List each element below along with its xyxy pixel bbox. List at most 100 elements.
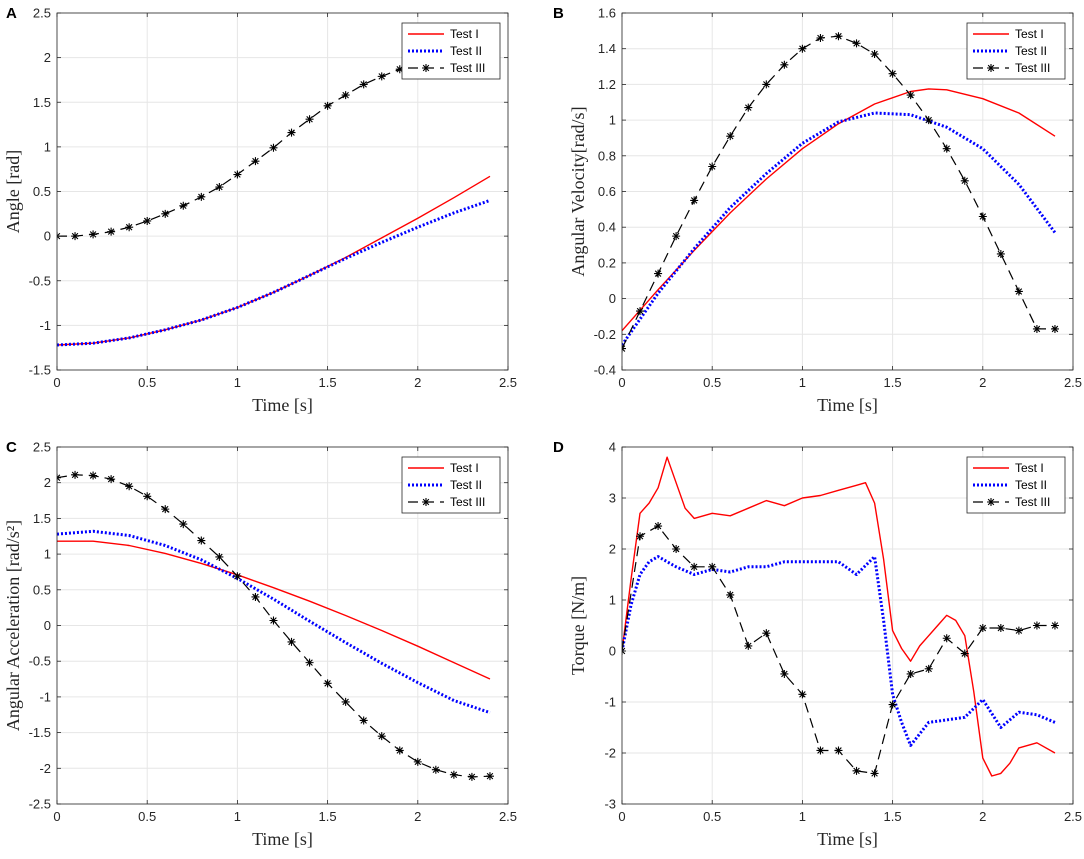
x-tick-label: 1 [799, 375, 806, 390]
data-point [924, 116, 933, 125]
x-tick-label: 1 [234, 809, 241, 824]
data-point [690, 196, 699, 205]
chart-panel-b: 0 0.5 1 1.5 2 2.5 -0.4 -0.2 0 0.2 0.4 0.6 0.8 1 1.2 1.4… [553, 5, 1082, 415]
y-tick-label: 0.6 [598, 184, 616, 199]
data-point [359, 80, 368, 89]
tick-group: 0 0.5 1 1.5 2 2.5 -0.4 -0.2 0 0.2 0.4 0.6 0.8 1 1.2 1.4… [594, 6, 1082, 391]
data-point [179, 201, 188, 210]
data-point [467, 772, 476, 781]
y-tick-label: 1 [609, 113, 616, 128]
legend-box [966, 22, 1066, 80]
data-point [269, 616, 278, 625]
data-point [798, 44, 807, 53]
legend-label: Test I [450, 461, 479, 475]
series-line [57, 198, 491, 347]
y-tick-label: -2 [604, 746, 616, 761]
data-point [269, 143, 278, 152]
data-point [323, 679, 332, 688]
series-line [622, 456, 1056, 777]
tick-group: 0 0.5 1 1.5 2 2.5 -3 -2 -1 0 1 2 3 4 [604, 440, 1082, 825]
series-test-iii [622, 522, 1059, 778]
y-tick-label: -1 [39, 318, 51, 333]
legend-box [966, 456, 1066, 514]
y-tick-label: 3 [609, 491, 616, 506]
data-point [996, 249, 1005, 258]
legend: Test I Test II Test III [401, 22, 501, 80]
series-test-iii [57, 65, 404, 241]
legend-label: Test II [450, 478, 482, 492]
data-point [377, 72, 386, 81]
y-tick-label: 0 [609, 291, 616, 306]
series-test-i [622, 88, 1056, 332]
y-tick-label: 1.2 [598, 77, 616, 92]
data-point [906, 669, 915, 678]
data-point [215, 552, 224, 561]
data-point [708, 562, 717, 571]
y-tick-label: 0.2 [598, 255, 616, 270]
y-tick-label: 1 [44, 547, 51, 562]
x-tick-label: 1 [799, 809, 806, 824]
x-axis-label: Time [s] [252, 829, 313, 849]
data-point [834, 32, 843, 41]
data-point [89, 230, 98, 239]
data-point [1032, 324, 1041, 333]
series-test-ii [57, 529, 491, 715]
y-tick-label: 1.4 [598, 41, 616, 56]
data-point [233, 572, 242, 581]
y-tick-label: -1.5 [29, 363, 51, 378]
data-point [89, 471, 98, 480]
data-point [179, 520, 188, 529]
data-point [107, 227, 116, 236]
x-tick-label: 1 [234, 375, 241, 390]
y-tick-label: 0.5 [33, 184, 51, 199]
data-point [690, 562, 699, 571]
data-point [834, 746, 843, 755]
legend-label: Test I [1015, 27, 1044, 41]
legend-marker [987, 498, 995, 506]
legend-label: Test I [1015, 461, 1044, 475]
data-point [978, 624, 987, 633]
y-tick-label: -1.5 [29, 725, 51, 740]
data-point [377, 732, 386, 741]
y-tick-label: -1 [604, 695, 616, 710]
legend: Test I Test II Test III [966, 456, 1066, 514]
chart-panel-d: 0 0.5 1 1.5 2 2.5 -3 -2 -1 0 1 2 3 4 Time [s] Torque [N… [553, 439, 1082, 849]
series-test-i [57, 540, 491, 680]
data-point [161, 505, 170, 514]
y-tick-label: -0.5 [29, 654, 51, 669]
series-test-ii [622, 111, 1057, 346]
x-tick-label: 0 [53, 375, 60, 390]
x-tick-label: 2 [414, 809, 421, 824]
panel-label: C [6, 439, 17, 456]
data-point [870, 50, 879, 59]
data-point [215, 183, 224, 192]
x-axis-label: Time [s] [817, 829, 878, 849]
y-tick-label: 4 [609, 440, 616, 455]
legend-box [401, 22, 501, 80]
legend: Test I Test II Test III [966, 22, 1066, 80]
data-point [672, 232, 681, 241]
legend-label: Test II [450, 44, 482, 58]
data-point [449, 770, 458, 779]
data-point [395, 746, 404, 755]
data-point [852, 766, 861, 775]
data-point [197, 536, 206, 545]
data-point [708, 162, 717, 171]
y-tick-label: 0 [44, 229, 51, 244]
legend-label: Test III [450, 495, 485, 509]
series-test-ii [57, 198, 491, 347]
y-tick-label: 1.6 [598, 6, 616, 21]
data-point [978, 212, 987, 221]
panel-label: A [6, 5, 17, 22]
series-line [57, 68, 401, 237]
data-point [960, 649, 969, 658]
y-tick-label: -1 [39, 689, 51, 704]
data-point [816, 746, 825, 755]
data-point [942, 634, 951, 643]
series-line [622, 111, 1057, 346]
data-point [143, 216, 152, 225]
y-tick-label: 2 [609, 542, 616, 557]
data-point [161, 209, 170, 218]
data-point [287, 637, 296, 646]
x-tick-label: 1.5 [884, 375, 902, 390]
